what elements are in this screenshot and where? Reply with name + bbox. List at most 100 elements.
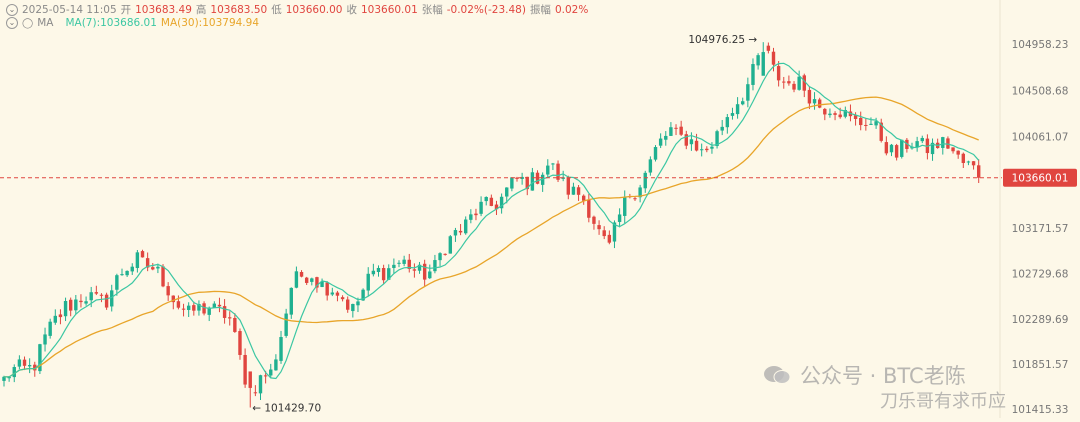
candle-body	[797, 76, 801, 90]
candle-body	[43, 334, 47, 345]
candle-body	[587, 199, 591, 218]
candle-body	[581, 195, 586, 201]
candle-body	[920, 137, 924, 142]
low-label: 低	[271, 4, 282, 16]
candle-body	[484, 197, 488, 202]
candle-body	[674, 127, 678, 129]
candle-body	[884, 142, 889, 154]
candle-body	[535, 172, 540, 184]
candle-body	[228, 317, 232, 319]
ma-info-bar: ⌄ ◯ MA MA(7):103686.01 MA(30):103794.94	[6, 17, 259, 29]
candle-body	[823, 108, 827, 115]
candle-body	[448, 236, 453, 254]
candle-body	[284, 313, 288, 336]
candle-body	[664, 135, 668, 140]
high-label: 高	[195, 4, 207, 16]
candle-body	[335, 292, 340, 296]
candle-body	[340, 297, 345, 300]
candle-body	[623, 196, 627, 216]
candle-body	[140, 251, 145, 258]
candle-body	[74, 299, 78, 311]
indicator-bell-icon[interactable]: ◯	[22, 17, 34, 29]
candle-body	[346, 299, 350, 310]
candle-body	[817, 99, 822, 108]
candle-body	[315, 277, 319, 288]
candle-body	[294, 271, 299, 288]
candle-body	[746, 84, 750, 101]
candle-body	[607, 234, 612, 243]
candle-body	[197, 303, 201, 311]
candle-body	[525, 176, 529, 190]
candle-body	[135, 252, 140, 269]
candle-body	[48, 321, 52, 336]
y-tick-label: 104958.23	[1012, 39, 1069, 51]
y-tick-label: 104061.07	[1012, 131, 1069, 143]
candle-body	[104, 294, 109, 308]
y-tick-label: 101851.57	[1012, 359, 1069, 371]
candle-body	[597, 225, 601, 230]
candle-body	[84, 301, 88, 304]
candle-body	[699, 149, 704, 151]
candle-body	[79, 300, 83, 303]
collapse-chevron-icon[interactable]: ⌄	[6, 17, 18, 29]
candle-body	[782, 81, 786, 83]
collapse-chevron-icon[interactable]: ⌄	[6, 3, 18, 16]
candle-body	[99, 294, 104, 296]
y-tick-label: 103171.57	[1012, 223, 1069, 235]
candle-body	[520, 176, 524, 180]
candle-body	[658, 138, 663, 146]
y-tick-label: 102289.69	[1012, 314, 1069, 326]
candle-body	[977, 165, 981, 178]
candle-body	[771, 51, 776, 65]
candle-body	[156, 266, 160, 269]
candle-body	[443, 253, 447, 255]
candle-body	[464, 219, 468, 234]
candle-body	[94, 292, 99, 294]
candle-body	[592, 216, 596, 224]
candle-body	[648, 159, 653, 173]
candle-body	[269, 369, 273, 376]
watermark-line2: 刀乐哥有求币应	[880, 391, 1006, 412]
candle-body	[807, 89, 812, 104]
candle-body	[279, 337, 283, 361]
candle-body	[356, 301, 360, 306]
candle-body	[515, 177, 519, 179]
ma7-line	[3, 62, 980, 380]
candle-body	[453, 230, 458, 236]
open-label: 开	[120, 4, 132, 16]
candle-body	[653, 147, 658, 160]
candle-body	[971, 161, 976, 166]
candle-body	[407, 259, 411, 270]
candle-body	[202, 303, 206, 314]
candle-body	[566, 177, 570, 195]
ma30-line	[3, 96, 979, 378]
candle-body	[2, 376, 6, 381]
candle-body	[689, 139, 694, 145]
candle-body	[843, 110, 848, 117]
candle-body	[900, 139, 904, 157]
candle-body	[756, 55, 760, 66]
candle-body	[53, 315, 57, 323]
candle-body	[930, 142, 935, 155]
candle-body	[735, 104, 740, 115]
candle-body	[387, 268, 391, 280]
candle-body	[633, 198, 637, 200]
candle-body	[222, 306, 227, 318]
candle-body	[638, 187, 642, 198]
candle-body	[304, 277, 309, 283]
current-price-label: 103660.01	[1012, 173, 1069, 185]
candle-body	[217, 304, 222, 307]
candle-body	[428, 271, 432, 279]
candle-body	[33, 364, 37, 371]
candle-body	[274, 359, 278, 371]
watermark-line1: 公众号 · BTC老陈	[800, 364, 966, 388]
candle-body	[828, 113, 832, 116]
candle-body	[63, 300, 68, 317]
high-annotation: 104976.25 →	[688, 34, 757, 46]
candle-body	[540, 174, 545, 185]
candle-body	[859, 117, 863, 126]
candle-body	[530, 172, 535, 191]
candle-body	[720, 126, 724, 131]
